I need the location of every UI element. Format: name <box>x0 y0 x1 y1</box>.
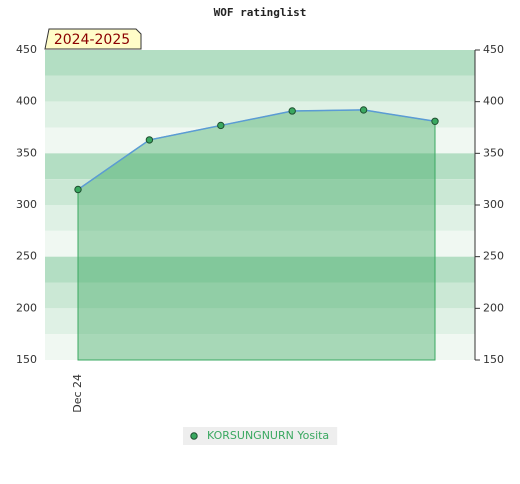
band <box>45 75 475 102</box>
band <box>45 101 475 128</box>
band <box>45 282 475 309</box>
y-tick-label: 400 <box>16 95 37 108</box>
band <box>45 153 475 180</box>
y-tick-label: 250 <box>16 250 37 263</box>
legend-box <box>183 427 338 445</box>
legend-marker <box>190 432 198 440</box>
y-tick-label: 150 <box>16 353 37 366</box>
legend-label: KORSUNGNURN Yosita <box>207 429 329 442</box>
badge-box <box>44 28 142 50</box>
band <box>45 334 475 360</box>
point <box>431 117 439 126</box>
y-tick-label-right: 150 <box>483 353 504 366</box>
y-tick-label-right: 250 <box>483 250 504 263</box>
y-tick-label-right: 300 <box>483 198 504 211</box>
band <box>45 127 475 154</box>
band <box>45 179 475 205</box>
point <box>145 136 154 144</box>
band <box>45 50 475 76</box>
x-tick-label: Dec 24 <box>71 374 84 413</box>
line <box>77 109 436 191</box>
point <box>74 185 82 194</box>
point <box>217 121 225 130</box>
y-tick-label: 200 <box>16 301 37 314</box>
plot-area <box>45 50 475 361</box>
y-tick-label-right: 400 <box>483 95 504 108</box>
y-tick-label-right: 350 <box>483 146 504 159</box>
point <box>359 106 368 114</box>
band <box>45 230 475 257</box>
band <box>45 308 475 335</box>
y-tick-label: 300 <box>16 198 37 211</box>
badge: 2024-2025 <box>54 32 130 48</box>
band <box>45 205 475 231</box>
chart-title: WOF ratinglist <box>214 6 307 19</box>
point <box>288 107 296 115</box>
y-tick-label: 450 <box>16 43 37 56</box>
band <box>45 256 475 283</box>
y-tick-label-right: 450 <box>483 43 504 56</box>
y-tick-label-right: 200 <box>483 301 504 314</box>
y-tick-label: 350 <box>16 146 37 159</box>
